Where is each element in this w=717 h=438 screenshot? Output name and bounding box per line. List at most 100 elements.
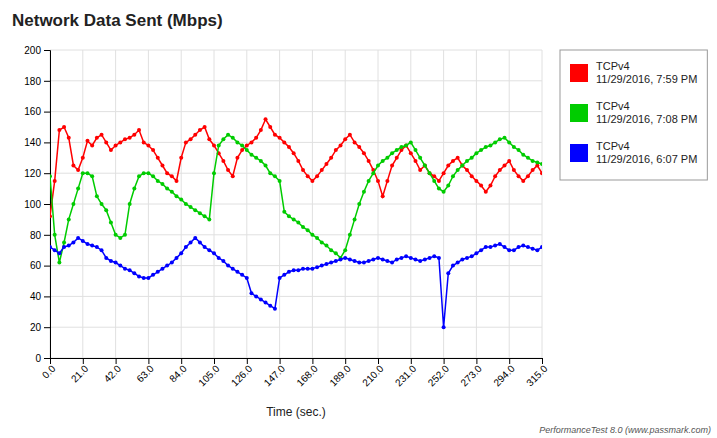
point [175, 194, 179, 198]
tick: 160 [24, 106, 50, 117]
point [104, 208, 108, 212]
tick: 252.0 [426, 358, 452, 388]
point [137, 174, 141, 178]
x-axis: 0.021.042.063.084.0105.0126.0147.0168.01… [40, 358, 550, 388]
point [409, 140, 413, 144]
point [273, 133, 277, 137]
point [203, 125, 207, 129]
point [418, 156, 422, 160]
point [339, 257, 343, 261]
point [376, 179, 380, 183]
point [118, 264, 122, 268]
point [235, 270, 239, 274]
grid-line [50, 296, 542, 297]
legend-swatch [570, 64, 588, 82]
line [50, 119, 542, 216]
point [95, 194, 99, 198]
point [226, 133, 230, 137]
point [90, 174, 94, 178]
point [348, 257, 352, 261]
point [526, 174, 530, 178]
point [109, 148, 113, 152]
tick: 100 [24, 199, 50, 210]
point [151, 273, 155, 277]
point [123, 233, 127, 237]
point [353, 140, 357, 144]
point [203, 245, 207, 249]
tick-mark [509, 358, 510, 364]
tick: 273.0 [458, 358, 484, 388]
point [118, 140, 122, 144]
tick: 231.0 [393, 358, 419, 388]
point [329, 261, 333, 265]
point [498, 137, 502, 141]
point [212, 251, 216, 255]
point [221, 259, 225, 263]
point [231, 136, 235, 140]
tick-label: 140 [24, 137, 41, 148]
point [137, 274, 141, 278]
point [329, 248, 333, 252]
point [268, 171, 272, 175]
point [442, 171, 446, 175]
point [413, 257, 417, 261]
point [395, 156, 399, 160]
y-axis: 020406080100120140160180200 [24, 45, 50, 364]
tick-label: 168.0 [294, 363, 320, 389]
point [50, 245, 52, 249]
tick-mark [444, 358, 445, 364]
point [465, 159, 469, 163]
point [203, 214, 207, 218]
point [287, 270, 291, 274]
point [399, 256, 403, 260]
point [296, 268, 300, 272]
point [278, 276, 282, 280]
point [488, 184, 492, 188]
tick-label: 160 [24, 106, 41, 117]
tick: 80 [30, 230, 50, 241]
point [296, 159, 300, 163]
point [268, 125, 272, 129]
point [493, 140, 497, 144]
point [470, 254, 474, 258]
point [334, 148, 338, 152]
tick: 140 [24, 137, 50, 148]
point [399, 145, 403, 149]
point [423, 164, 427, 168]
point [531, 247, 535, 251]
tick: 168.0 [294, 358, 320, 388]
point [160, 267, 164, 271]
point [175, 179, 179, 183]
point [381, 194, 385, 198]
tick-label: 231.0 [393, 363, 419, 389]
grid-line [50, 327, 542, 328]
point [104, 256, 108, 260]
tick-mark [44, 173, 50, 174]
point [189, 205, 193, 209]
point [235, 140, 239, 144]
point [81, 171, 85, 175]
tick-label: 120 [24, 168, 41, 179]
point [334, 259, 338, 263]
point [390, 261, 394, 265]
tick: 315.0 [524, 358, 550, 388]
tick-mark [247, 358, 248, 364]
point [432, 254, 436, 258]
point [249, 153, 253, 157]
tick-mark [44, 296, 50, 297]
tick-label: 40 [30, 291, 42, 302]
point [240, 148, 244, 152]
point [493, 174, 497, 178]
tick-mark [44, 235, 50, 236]
plot: 0.021.042.063.084.0105.0126.0147.0168.01… [24, 45, 550, 389]
point [503, 164, 507, 168]
point [146, 143, 150, 147]
tick: 84.0 [167, 358, 189, 384]
point [282, 273, 286, 277]
tick: 0.0 [40, 358, 58, 381]
tick: 105.0 [196, 358, 222, 388]
point [310, 233, 314, 237]
tick-label: 105.0 [196, 363, 222, 389]
point [57, 128, 61, 132]
legend: TCPv411/29/2016, 7:59 PMTCPv411/29/2016,… [560, 50, 707, 180]
